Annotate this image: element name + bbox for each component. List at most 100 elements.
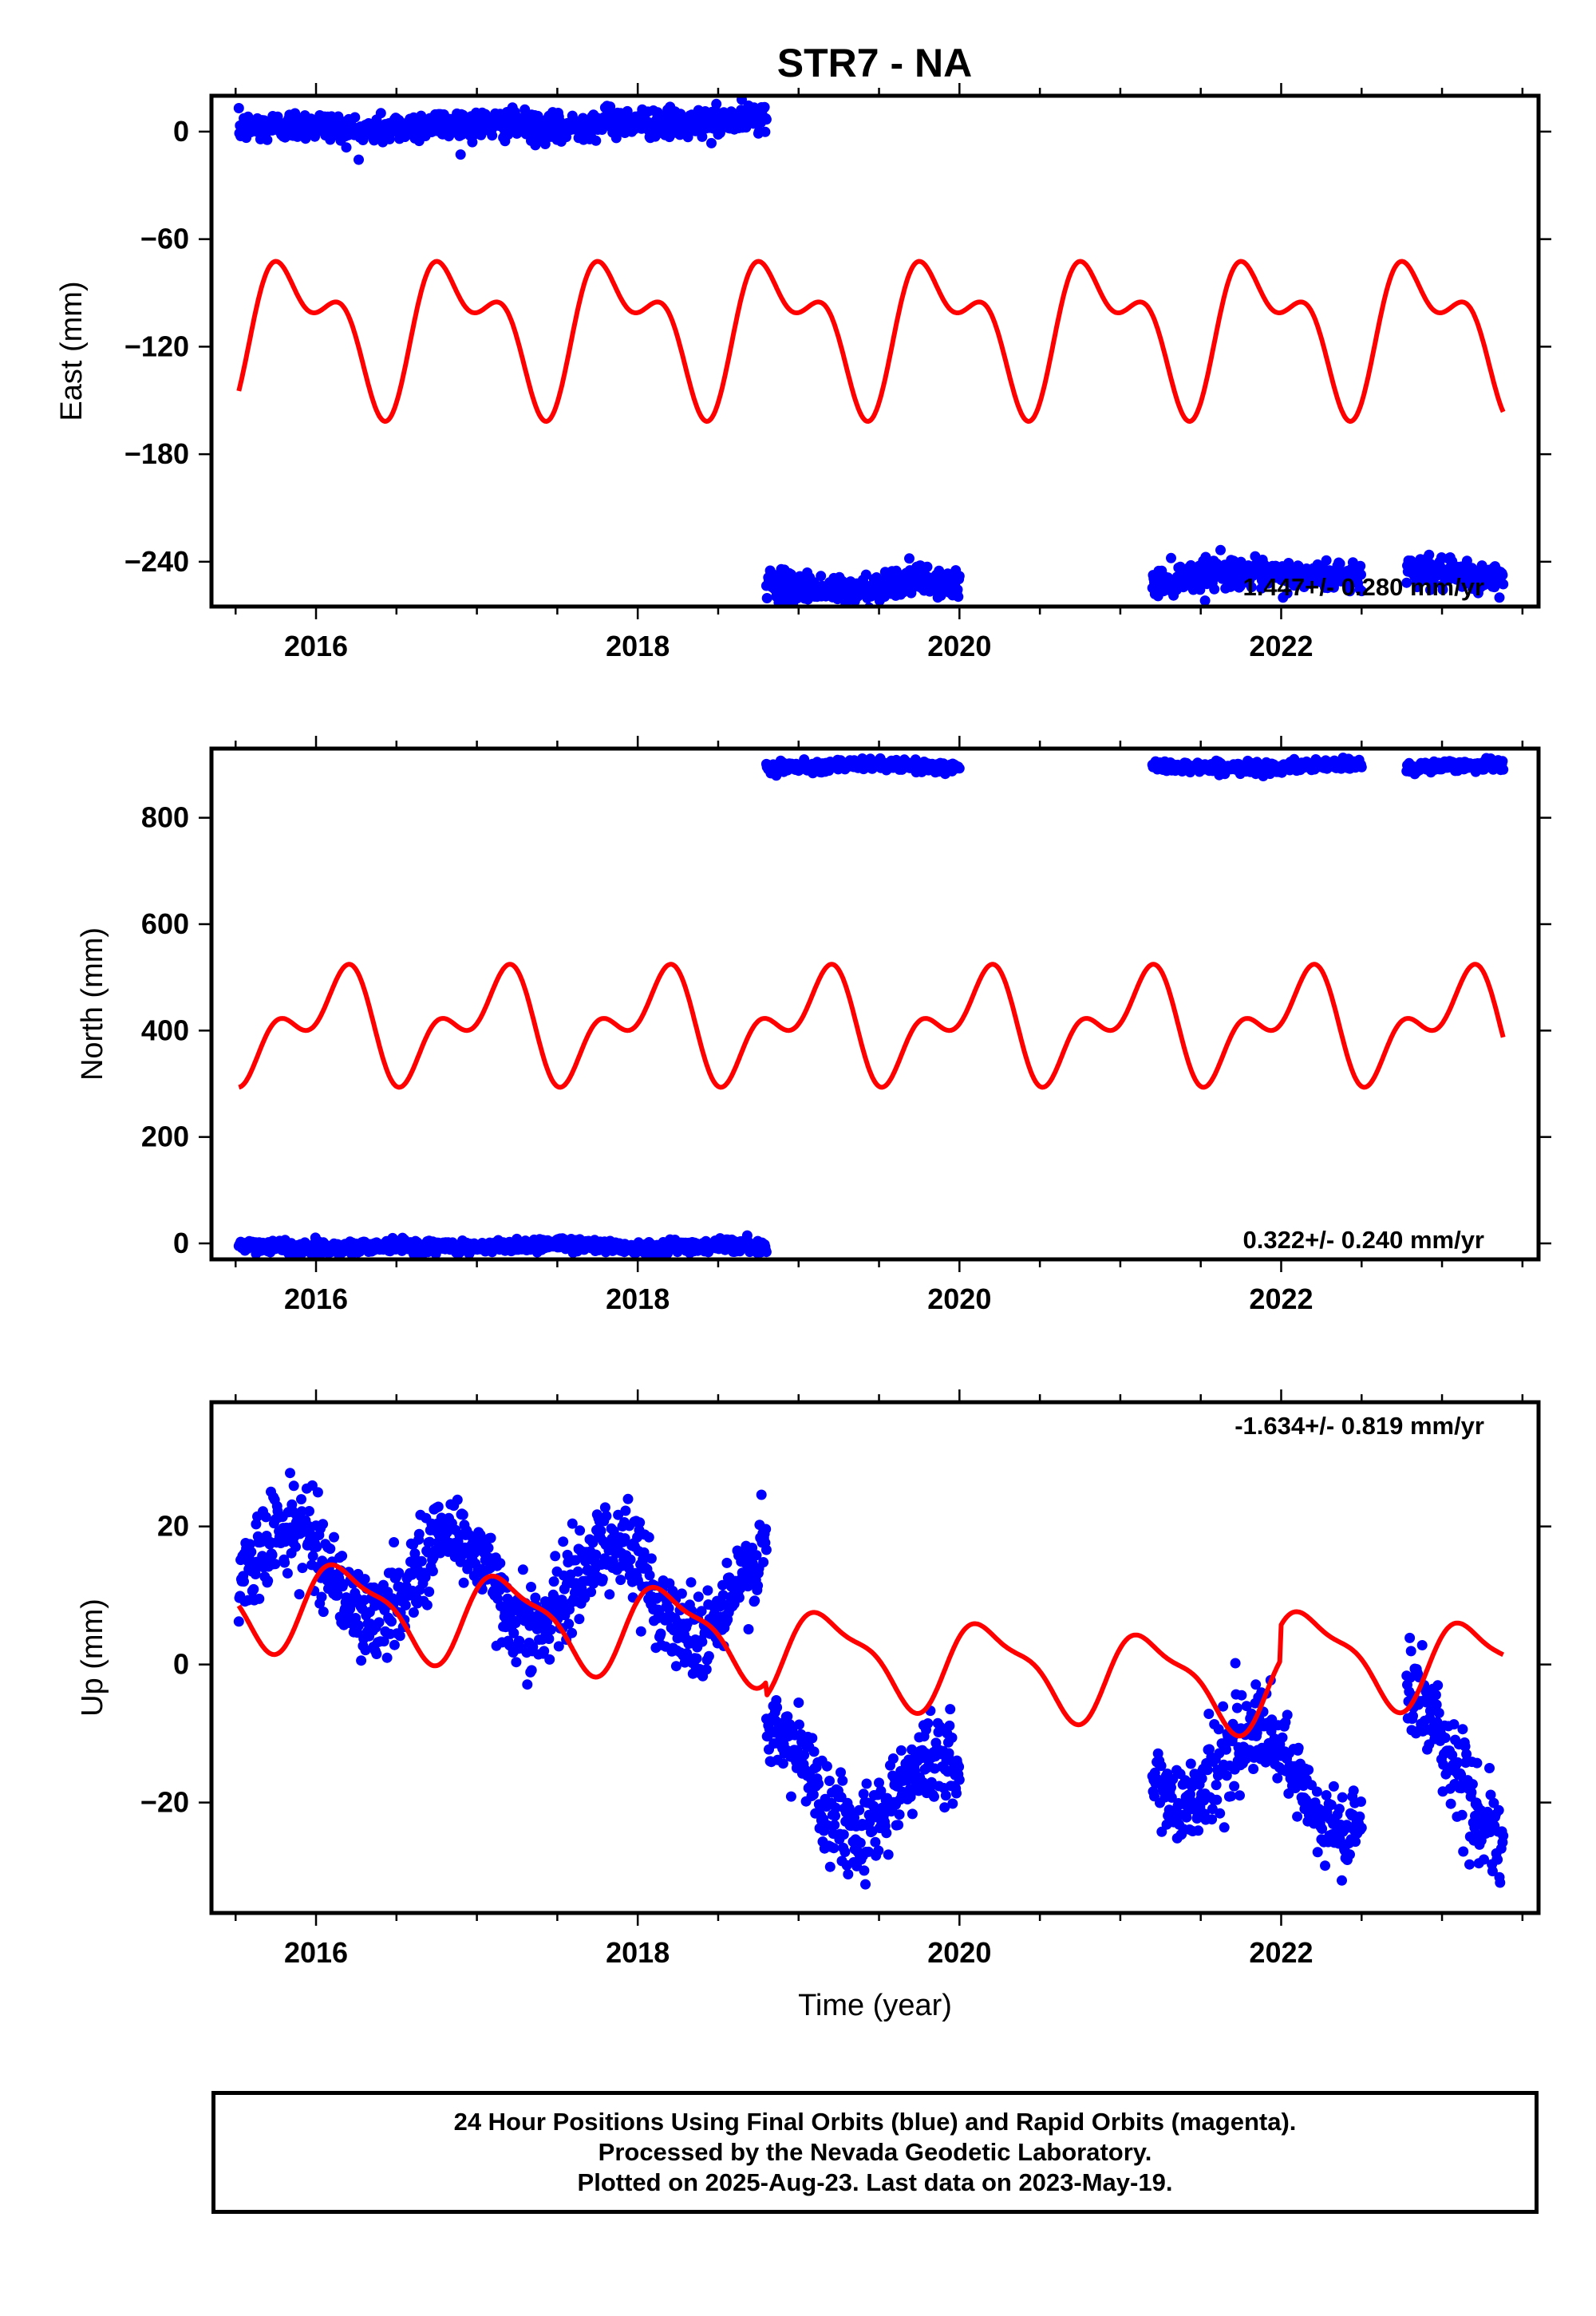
data-point <box>887 1753 899 1764</box>
data-point <box>1424 549 1435 560</box>
y-tick-label: 400 <box>141 1014 189 1046</box>
data-point <box>655 1628 666 1639</box>
data-point <box>400 1599 411 1611</box>
model-line <box>236 259 1506 424</box>
data-point <box>1321 555 1332 566</box>
x-tick-label: 2016 <box>284 630 348 662</box>
frame-north <box>209 746 1541 1262</box>
data-point <box>808 1746 820 1757</box>
data-point <box>1209 583 1220 595</box>
data-point <box>1292 1811 1303 1822</box>
data-point <box>1348 1785 1359 1796</box>
data-point <box>895 1745 907 1756</box>
data-point <box>837 1775 848 1786</box>
data-point <box>381 1652 393 1663</box>
data-point <box>777 1758 788 1769</box>
data-point <box>1320 1860 1330 1871</box>
y-tick-label: 0 <box>173 1227 189 1259</box>
data-point <box>244 1539 255 1550</box>
data-point <box>625 1554 636 1565</box>
data-point <box>881 1828 892 1839</box>
y-tick-label: 800 <box>141 801 189 834</box>
data-point <box>304 1506 314 1516</box>
data-point <box>413 1528 425 1539</box>
data-point <box>442 1526 453 1537</box>
rate-annotation: 0.322+/- 0.240 mm/yr <box>1243 1226 1484 1254</box>
data-point <box>1498 579 1509 590</box>
y-tick-label: −60 <box>140 223 189 255</box>
data-point <box>854 1804 865 1816</box>
data-point <box>836 1767 846 1778</box>
data-point <box>1497 570 1508 580</box>
data-point <box>954 571 965 582</box>
data-point <box>1293 1742 1304 1753</box>
data-point <box>1167 1773 1179 1784</box>
y-axis-label: North (mm) <box>76 927 109 1081</box>
data-point <box>828 1843 839 1854</box>
data-point <box>1229 1780 1240 1792</box>
data-point <box>1221 1770 1232 1781</box>
data-point <box>294 1589 305 1600</box>
data-point <box>1156 1826 1167 1837</box>
data-point <box>282 1567 293 1579</box>
data-point <box>1334 558 1345 569</box>
data-point <box>939 1802 950 1813</box>
data-point <box>485 1532 496 1543</box>
data-point <box>543 1634 555 1644</box>
data-point <box>1215 544 1226 555</box>
data-point <box>1328 1780 1339 1792</box>
data-point <box>458 1577 469 1588</box>
data-point <box>894 1809 905 1820</box>
data-point <box>1166 1792 1177 1803</box>
data-point <box>751 1550 762 1561</box>
data-point <box>758 1557 769 1567</box>
data-point <box>597 1574 608 1585</box>
data-point <box>1203 1709 1215 1719</box>
data-point <box>394 1630 405 1642</box>
data-point <box>808 1789 819 1800</box>
data-point <box>354 1620 364 1631</box>
data-point <box>1333 1804 1345 1815</box>
plot-area-east <box>233 96 1509 607</box>
data-point <box>859 1865 870 1876</box>
data-point <box>691 1653 702 1664</box>
data-point <box>703 1650 714 1662</box>
data-point <box>254 1593 265 1604</box>
data-point <box>1248 1764 1259 1774</box>
data-point <box>824 1861 836 1872</box>
data-point <box>1345 586 1355 597</box>
data-point <box>408 1607 419 1618</box>
data-point <box>749 1595 760 1607</box>
data-point <box>643 1531 654 1543</box>
data-point <box>1235 1790 1245 1801</box>
data-point <box>813 1778 824 1789</box>
data-point <box>233 103 244 113</box>
data-point <box>318 1519 329 1530</box>
data-point <box>1356 569 1366 580</box>
data-point <box>1215 1808 1226 1819</box>
x-tick-label: 2018 <box>606 1282 670 1315</box>
data-point <box>558 1536 569 1547</box>
data-point <box>1250 1679 1262 1690</box>
data-point <box>604 1589 615 1600</box>
data-point <box>316 1591 327 1603</box>
data-point <box>761 593 772 603</box>
data-point <box>807 1733 818 1744</box>
data-point <box>954 1774 965 1785</box>
x-tick-label: 2020 <box>927 630 991 662</box>
data-point <box>785 1791 796 1802</box>
data-point <box>1354 1811 1365 1822</box>
data-point <box>721 1557 733 1568</box>
data-point <box>1179 1775 1191 1786</box>
data-point <box>341 142 352 153</box>
data-point <box>393 1567 405 1579</box>
data-point <box>290 1541 301 1552</box>
data-point <box>375 108 386 119</box>
data-point <box>548 1576 559 1587</box>
data-point <box>371 1649 382 1659</box>
data-point <box>545 1624 556 1635</box>
data-point <box>829 1820 840 1831</box>
data-point <box>663 1603 674 1614</box>
